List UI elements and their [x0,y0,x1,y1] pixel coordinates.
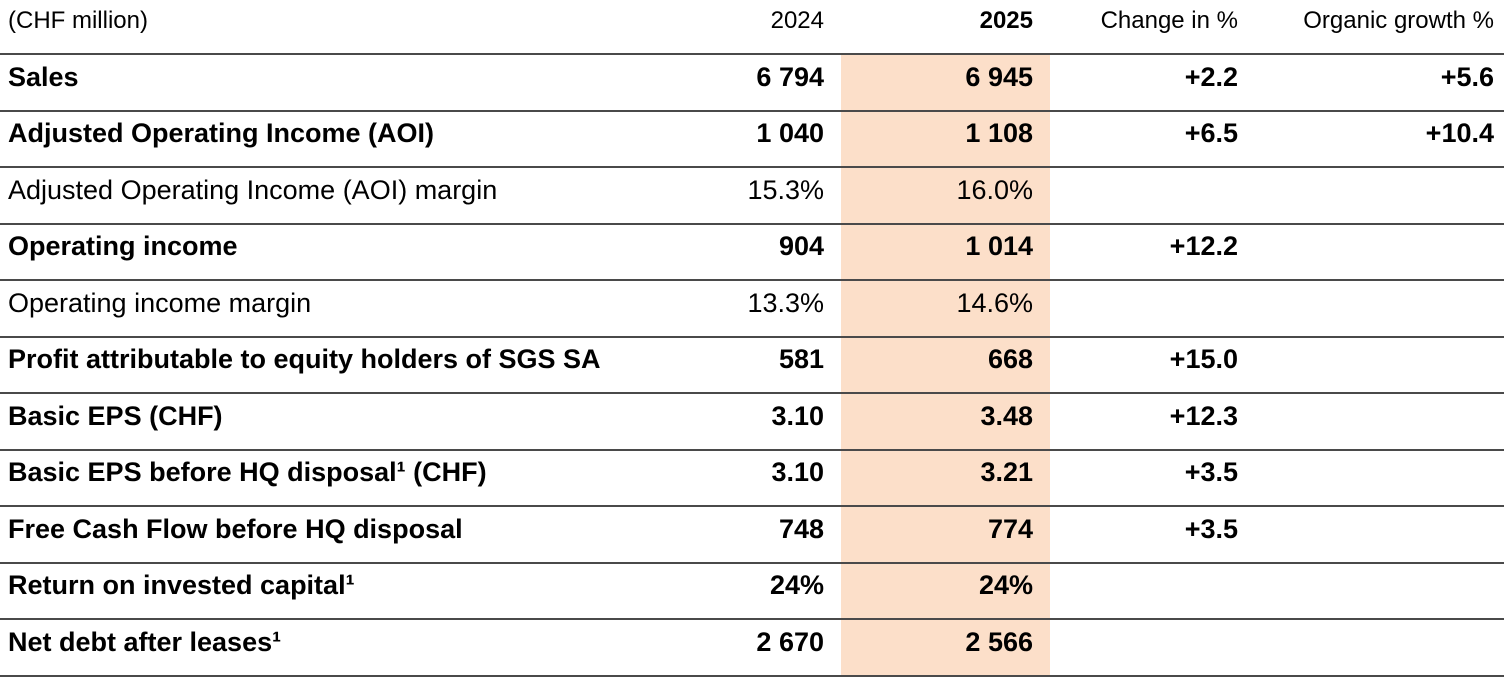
value-2025-highlighted: 6 945 [841,55,1050,110]
table-row: Profit attributable to equity holders of… [0,337,1504,394]
table-row: Operating income 904 1 014 +12.2 [0,224,1504,281]
value-2024: 15.3% [747,174,824,205]
value-2024: 3.10 [771,457,824,488]
value-2024: 2 670 [756,626,824,657]
table-row: Basic EPS (CHF) 3.10 3.48 +12.3 [0,394,1504,451]
row-label: Adjusted Operating Income (AOI) margin [8,174,498,205]
table-row: Sales 6 794 6 945 +2.2 +5.6 [0,55,1504,112]
column-header-organic: Organic growth % [1303,6,1494,34]
row-label: Operating income [8,231,238,262]
value-2025-highlighted: 3.48 [841,394,1050,449]
value-organic-growth: +10.4 [1425,118,1494,149]
table-row: Net debt after leases¹ 2 670 2 566 [0,620,1504,677]
table-row: Operating income margin 13.3% 14.6% [0,281,1504,338]
value-organic-growth [1238,507,1496,562]
value-2024: 6 794 [756,61,824,92]
unit-label: (CHF million) [8,6,148,34]
value-change-percent [1050,564,1238,619]
table-row: Adjusted Operating Income (AOI) 1 040 1 … [0,111,1504,168]
value-2025-highlighted: 2 566 [841,620,1050,675]
value-change-percent: +12.2 [1169,231,1238,262]
row-label: Profit attributable to equity holders of… [8,344,601,375]
table-body: Sales 6 794 6 945 +2.2 +5.6 Adjusted Ope… [0,55,1504,677]
value-2024: 3.10 [771,400,824,431]
value-2024: 904 [778,231,824,262]
value-organic-growth [1238,394,1496,449]
value-organic-growth [1238,168,1496,223]
row-label: Free Cash Flow before HQ disposal [8,513,463,544]
row-label: Basic EPS before HQ disposal¹ (CHF) [8,457,487,488]
row-label: Net debt after leases¹ [8,626,282,657]
value-organic-growth [1238,225,1496,280]
table-row: Return on invested capital¹ 24% 24% [0,563,1504,620]
column-header-2025: 2025 [979,6,1033,34]
value-2025-highlighted: 14.6% [841,281,1050,336]
value-2024: 581 [778,344,824,375]
table-row: Free Cash Flow before HQ disposal 748 77… [0,507,1504,564]
value-2025-highlighted: 668 [841,337,1050,392]
value-2025-highlighted: 24% [841,563,1050,618]
value-organic-growth [1238,451,1496,506]
value-organic-growth: +5.6 [1440,61,1494,92]
value-organic-growth [1238,620,1496,675]
value-change-percent: +12.3 [1169,400,1238,431]
value-2025-highlighted: 774 [841,507,1050,562]
row-label: Basic EPS (CHF) [8,400,223,431]
table-header-row: (CHF million) 2024 2025 Change in % Orga… [0,0,1504,55]
column-header-2024: 2024 [770,6,824,34]
value-change-percent: +3.5 [1184,513,1238,544]
value-organic-growth [1238,281,1496,336]
value-2024: 748 [778,513,824,544]
value-2024: 24% [769,570,824,601]
value-organic-growth [1238,564,1496,619]
table-row: Adjusted Operating Income (AOI) margin 1… [0,168,1504,225]
value-change-percent [1050,168,1238,223]
value-change-percent: +6.5 [1184,118,1238,149]
value-2024: 13.3% [747,287,824,318]
value-change-percent: +15.0 [1169,344,1238,375]
value-2025-highlighted: 1 108 [841,111,1050,166]
value-change-percent: +3.5 [1184,457,1238,488]
row-label: Adjusted Operating Income (AOI) [8,118,435,149]
row-label: Sales [8,61,79,92]
value-change-percent [1050,620,1238,675]
value-organic-growth [1238,338,1496,393]
row-label: Operating income margin [8,287,312,318]
value-change-percent [1050,281,1238,336]
value-change-percent: +2.2 [1184,61,1238,92]
column-header-change: Change in % [1100,6,1238,34]
row-label: Return on invested capital¹ [8,570,355,601]
value-2024: 1 040 [756,118,824,149]
value-2025-highlighted: 1 014 [841,224,1050,279]
value-2025-highlighted: 3.21 [841,450,1050,505]
table-row: Basic EPS before HQ disposal¹ (CHF) 3.10… [0,450,1504,507]
value-2025-highlighted: 16.0% [841,168,1050,223]
